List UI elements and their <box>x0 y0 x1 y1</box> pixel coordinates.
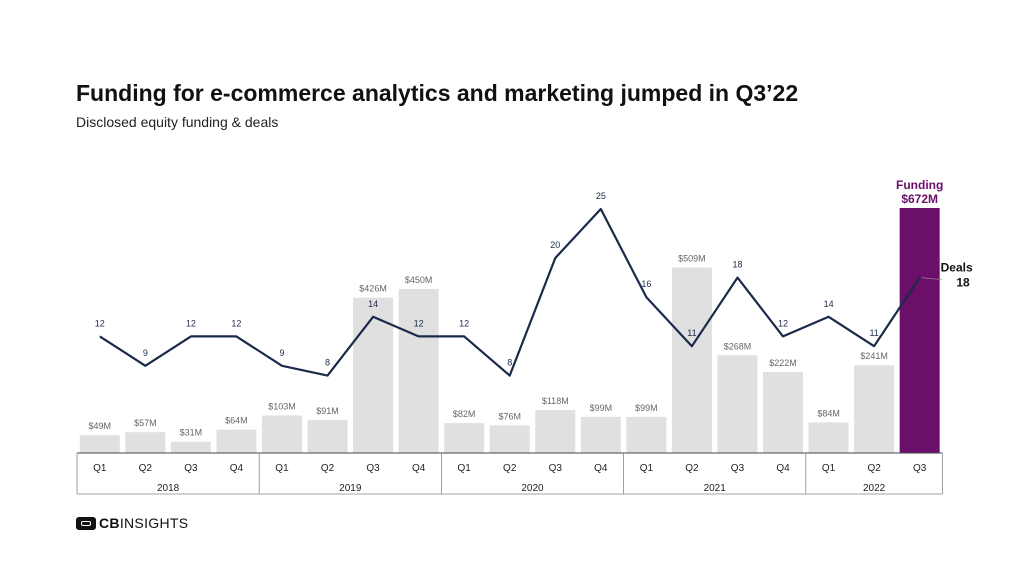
deals-point-label: 9 <box>143 348 148 358</box>
funding-bar-label: $64M <box>225 416 248 426</box>
deals-point-label: 14 <box>824 299 834 309</box>
chart-title: Funding for e-commerce analytics and mar… <box>76 80 799 106</box>
deals-point-label: 12 <box>778 318 788 328</box>
funding-bar <box>899 208 940 453</box>
deals-callout-leader <box>921 277 942 280</box>
deals-point-label: 20 <box>550 240 560 250</box>
funding-bar-label: $84M <box>817 408 840 418</box>
funding-bar <box>307 419 348 453</box>
quarter-tick-label: Q1 <box>275 463 289 474</box>
quarter-tick-label: Q3 <box>184 463 198 474</box>
funding-bar-label: $76M <box>498 411 521 421</box>
deals-point-label: 8 <box>507 358 512 368</box>
funding-bar-label: $509M <box>678 253 706 263</box>
deals-point-label: 12 <box>95 318 105 328</box>
year-label: 2021 <box>704 483 727 494</box>
year-label: 2019 <box>339 483 362 494</box>
funding-bar-label: $450M <box>405 275 433 285</box>
funding-bar-label: $99M <box>590 403 613 413</box>
funding-bar-label: $103M <box>268 401 296 411</box>
quarter-tick-label: Q1 <box>458 463 472 474</box>
deals-line <box>99 207 921 377</box>
funding-bar <box>444 423 485 453</box>
funding-bar-label: $222M <box>769 358 797 368</box>
funding-bar <box>535 409 576 453</box>
funding-bar <box>626 416 667 453</box>
deals-point-label: 8 <box>325 358 330 368</box>
quarter-tick-label: Q1 <box>93 463 107 474</box>
funding-bar <box>216 429 257 453</box>
funding-bar-label: $268M <box>724 341 752 351</box>
quarter-tick-label: Q4 <box>230 463 244 474</box>
funding-callout-value: $672M <box>901 192 938 206</box>
funding-bar <box>353 297 394 453</box>
funding-bar-label: $82M <box>453 409 476 419</box>
deals-callout-name: Deals <box>941 261 973 275</box>
deals-point-label: 12 <box>231 318 241 328</box>
funding-bar-label: $49M <box>89 421 112 431</box>
funding-bar <box>261 415 302 453</box>
quarter-tick-label: Q3 <box>913 463 927 474</box>
funding-bar-label: $91M <box>316 406 339 416</box>
quarter-tick-label: Q4 <box>776 463 790 474</box>
chart-subtitle: Disclosed equity funding & deals <box>76 114 279 130</box>
quarter-tick-label: Q2 <box>867 463 881 474</box>
funding-bar <box>671 267 712 453</box>
quarter-tick-label: Q3 <box>366 463 380 474</box>
funding-bar <box>580 416 621 453</box>
funding-bar-label: $426M <box>359 284 387 294</box>
year-label: 2020 <box>521 483 544 494</box>
quarter-tick-label: Q3 <box>549 463 563 474</box>
deals-point-label: 12 <box>414 318 424 328</box>
funding-bar <box>170 441 211 453</box>
funding-bar-label: $118M <box>542 396 569 406</box>
deals-point-label: 16 <box>641 279 651 289</box>
deals-point-label: 25 <box>596 191 606 201</box>
quarter-tick-label: Q2 <box>139 463 153 474</box>
funding-bar <box>763 372 804 453</box>
quarter-tick-label: Q2 <box>685 463 699 474</box>
funding-bar-label: $99M <box>635 403 658 413</box>
deals-point-label: 11 <box>869 328 878 338</box>
funding-bar <box>79 435 120 453</box>
funding-bar <box>808 422 849 453</box>
year-label: 2018 <box>157 483 180 494</box>
deals-point-label: 18 <box>732 260 742 270</box>
logo-bold-text: CB <box>99 515 120 531</box>
deals-point-label: 12 <box>186 318 196 328</box>
funding-bar-label: $57M <box>134 418 157 428</box>
year-label: 2022 <box>863 483 886 494</box>
quarter-tick-label: Q2 <box>503 463 517 474</box>
cb-insights-logo: CBINSIGHTS <box>76 514 188 532</box>
logo-rest-text: INSIGHTS <box>119 515 189 531</box>
funding-bar <box>398 288 439 453</box>
quarter-tick-label: Q4 <box>594 463 608 474</box>
deals-point-label: 9 <box>279 348 284 358</box>
funding-bar <box>717 355 758 453</box>
deals-callout-value: 18 <box>956 276 970 290</box>
quarter-tick-label: Q2 <box>321 463 335 474</box>
cb-logo-icon <box>76 516 96 530</box>
funding-bar <box>125 432 166 453</box>
quarter-tick-label: Q1 <box>640 463 654 474</box>
deals-point-label: 14 <box>368 299 378 309</box>
deals-point-label: 12 <box>459 318 469 328</box>
funding-callout-name: Funding <box>896 178 943 192</box>
funding-bar-label: $31M <box>180 428 203 438</box>
funding-bar <box>489 425 530 453</box>
quarter-tick-label: Q1 <box>822 463 836 474</box>
funding-bar <box>854 365 895 453</box>
funding-bar-label: $241M <box>860 351 888 361</box>
deals-point-label: 11 <box>687 328 696 338</box>
quarter-tick-label: Q3 <box>731 463 745 474</box>
quarter-tick-label: Q4 <box>412 463 426 474</box>
